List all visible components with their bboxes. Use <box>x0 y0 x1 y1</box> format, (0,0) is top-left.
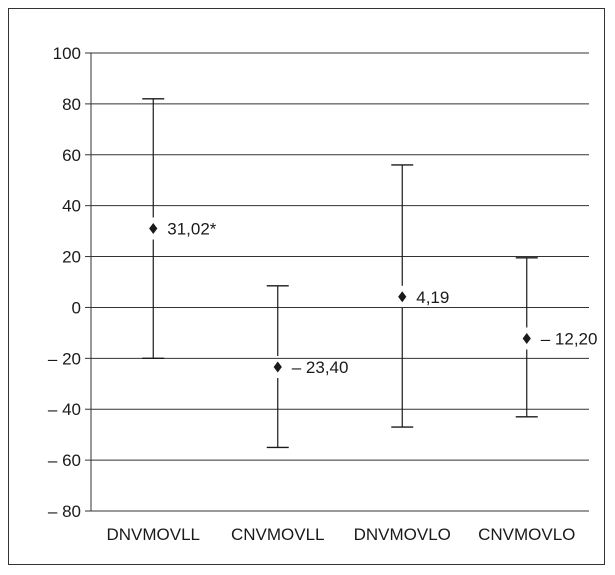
point-marker <box>149 223 158 235</box>
y-tick-label: 40 <box>62 197 81 216</box>
data-label: – 23,40 <box>292 358 349 377</box>
y-tick-label: – 60 <box>48 451 81 470</box>
error-bar-group: 31,02* <box>142 98 217 360</box>
category-label: DNVMOVLL <box>106 525 200 544</box>
point-marker <box>522 332 531 344</box>
grid-layer <box>91 52 589 512</box>
y-tick-label: – 80 <box>48 502 81 521</box>
y-tick-label: – 20 <box>48 349 81 368</box>
y-tick-label: 20 <box>62 248 81 267</box>
error-bars: 31,02* – 23,40 4,19 – 12,20 <box>142 98 598 449</box>
y-tick-label: 60 <box>62 146 81 165</box>
data-label: 31,02* <box>167 220 217 239</box>
error-bar-group: 4,19 <box>391 164 449 428</box>
error-bar-chart: 100 80 60 40 20 0 – 20 – 40 – 60 – 80 31,02* – 23,… <box>48 44 598 544</box>
category-label: CNVMOVLL <box>231 525 325 544</box>
error-bar-group: – 23,40 <box>266 285 349 449</box>
y-tick-labels: 100 80 60 40 20 0 – 20 – 40 – 60 – 80 <box>48 44 81 521</box>
point-marker <box>398 291 407 303</box>
error-bar-group: – 12,20 <box>515 257 598 418</box>
y-tick-label: 80 <box>62 95 81 114</box>
data-label: – 12,20 <box>541 329 598 348</box>
y-tick-label: 100 <box>53 44 81 63</box>
axis-layer <box>85 52 92 512</box>
y-tick-label: – 40 <box>48 400 81 419</box>
category-labels: DNVMOVLL CNVMOVLL DNVMOVLO CNVMOVLO <box>106 525 575 544</box>
y-tick-label: 0 <box>72 298 81 317</box>
point-marker <box>273 361 282 373</box>
data-label: 4,19 <box>416 288 449 307</box>
category-label: CNVMOVLO <box>478 525 575 544</box>
chart-frame: 100 80 60 40 20 0 – 20 – 40 – 60 – 80 31,02* – 23,… <box>8 8 605 565</box>
category-label: DNVMOVLO <box>354 525 451 544</box>
